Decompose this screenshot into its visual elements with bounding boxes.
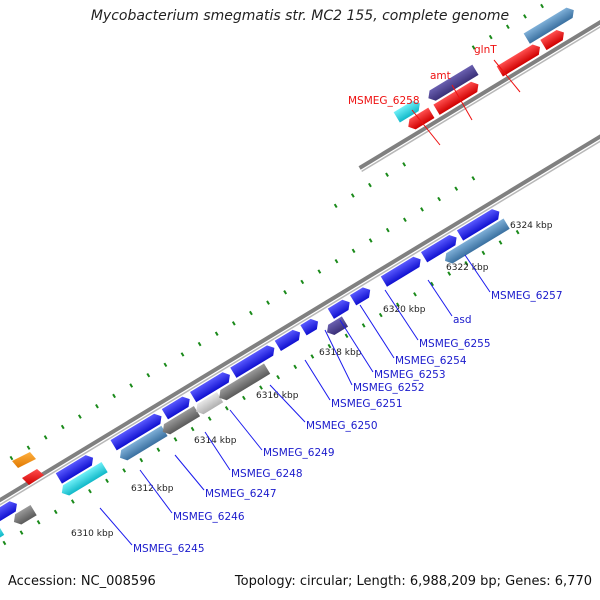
gene-arrow[interactable] — [11, 504, 37, 527]
accession-text: Accession: NC_008596 — [8, 574, 156, 589]
gene-arrow[interactable] — [160, 406, 201, 437]
gene-arrow[interactable] — [405, 107, 435, 132]
gene-arrow[interactable] — [324, 316, 349, 337]
gene-label[interactable]: MSMEG_6249 — [263, 447, 335, 459]
tick-label: 6310 kbp — [71, 529, 114, 539]
outer-strip-genes — [333, 3, 600, 209]
gene-arrow[interactable] — [433, 79, 481, 115]
gene-arrow[interactable] — [274, 327, 303, 351]
gene-label[interactable]: MSMEG_6254 — [395, 355, 467, 367]
gene-arrow[interactable] — [442, 218, 510, 266]
gene-arrow[interactable] — [190, 370, 233, 403]
gene-label[interactable]: MSMEG_6248 — [231, 468, 303, 480]
map-title: Mycobacterium smegmatis str. MC2 155, co… — [90, 8, 510, 24]
gene-arrow[interactable] — [110, 411, 164, 451]
gene-arrow[interactable] — [0, 499, 20, 523]
gene-label[interactable]: glnT — [474, 44, 497, 56]
forward-strand — [0, 207, 503, 523]
backbone-line — [358, 10, 600, 170]
gene-arrow[interactable] — [117, 425, 168, 463]
gene-arrow[interactable] — [22, 469, 44, 485]
blue-gene-labels: MSMEG_6245 MSMEG_6246 MSMEG_6247 MSMEG_6… — [133, 290, 563, 555]
tick-label: 6320 kbp — [383, 305, 426, 315]
gene-arrow[interactable] — [425, 64, 479, 104]
gene-label[interactable]: asd — [453, 314, 472, 326]
gene-arrow[interactable] — [59, 461, 108, 498]
inner-strip — [0, 119, 600, 555]
gene-arrow[interactable] — [230, 343, 277, 378]
gene-arrow[interactable] — [0, 524, 5, 555]
tick-label: 6312 kbp — [131, 484, 174, 494]
gene-arrow[interactable] — [327, 297, 353, 319]
gene-arrow[interactable] — [55, 453, 96, 484]
tick-label: 6324 kbp — [510, 221, 553, 231]
gene-label[interactable]: MSMEG_6258 — [348, 95, 420, 107]
outer-tick-row — [9, 176, 476, 461]
tick-label: 6322 kbp — [446, 263, 489, 273]
gene-label[interactable]: MSMEG_6246 — [173, 511, 245, 523]
gene-arrow[interactable] — [523, 5, 577, 44]
gene-arrow[interactable] — [393, 98, 423, 123]
gene-label[interactable]: MSMEG_6257 — [491, 290, 563, 302]
gene-arrow[interactable] — [420, 232, 460, 263]
genome-summary: Topology: circular; Length: 6,988,209 bp… — [234, 574, 592, 589]
tick-label: 6318 kbp — [319, 348, 362, 358]
backbone-line — [0, 123, 600, 540]
gene-arrow[interactable] — [456, 207, 503, 241]
gene-arrow[interactable] — [193, 392, 224, 417]
tick-label: 6316 kbp — [256, 391, 299, 401]
gene-label[interactable]: MSMEG_6252 — [353, 382, 425, 394]
gene-arrow[interactable] — [540, 27, 567, 51]
gene-label[interactable]: MSMEG_6253 — [374, 369, 446, 381]
backbone-line — [361, 15, 600, 173]
gene-arrow[interactable] — [300, 316, 321, 336]
gene-arrow[interactable] — [216, 363, 271, 403]
gene-arrow[interactable] — [12, 452, 36, 468]
gene-arrow[interactable] — [161, 394, 193, 420]
tick-labels: 6310 kbp 6312 kbp 6314 kbp 6316 kbp 6318… — [71, 221, 553, 539]
gene-arrow[interactable] — [349, 285, 373, 306]
gene-label[interactable]: MSMEG_6250 — [306, 420, 378, 432]
left-cluster — [12, 452, 44, 485]
inner-tick-row — [2, 229, 520, 546]
gene-label[interactable]: MSMEG_6255 — [419, 338, 491, 350]
gene-label[interactable]: amt — [430, 70, 451, 82]
backbone-line — [0, 119, 600, 538]
gene-label[interactable]: MSMEG_6247 — [205, 488, 277, 500]
blue-label-lines — [99, 254, 491, 546]
gene-label[interactable]: MSMEG_6251 — [331, 398, 403, 410]
red-label-lines — [411, 59, 521, 146]
red-gene-labels: MSMEG_6258 amt glnT — [348, 44, 497, 107]
gene-label[interactable]: MSMEG_6245 — [133, 543, 205, 555]
gene-arrow[interactable] — [380, 254, 424, 287]
gene-arrow[interactable] — [496, 42, 543, 77]
tick-label: 6314 kbp — [194, 436, 237, 446]
reverse-strand — [0, 218, 510, 555]
